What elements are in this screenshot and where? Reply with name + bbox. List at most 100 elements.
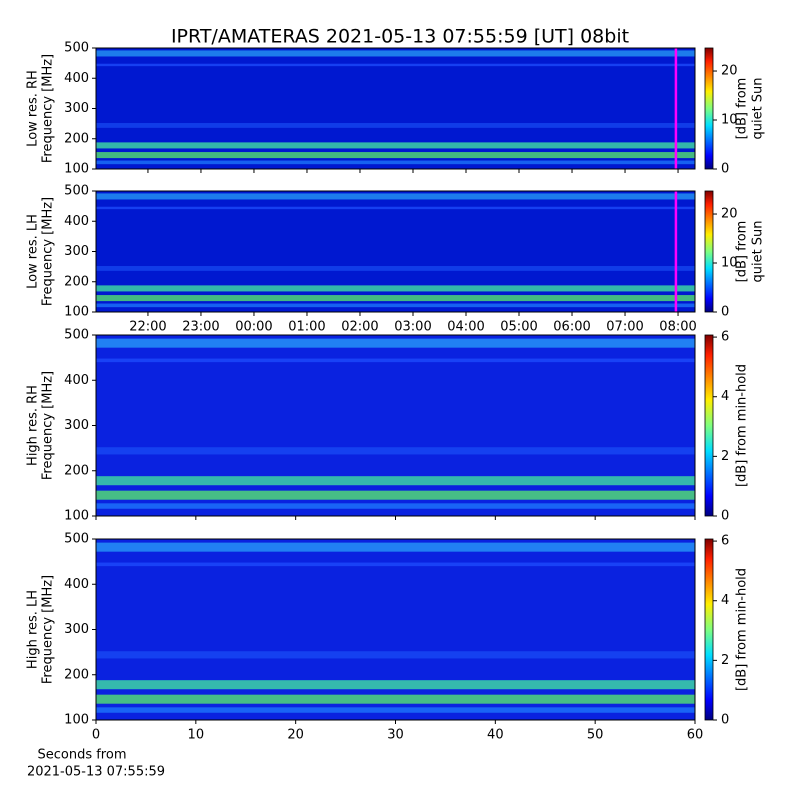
y-tick-label: 400 xyxy=(64,214,89,229)
y-tick-label: 100 xyxy=(64,162,89,177)
spectrogram-band xyxy=(96,142,695,149)
spectrogram-band xyxy=(96,295,695,302)
x-tick-label: 04:00 xyxy=(447,320,484,335)
y-tick-label: 300 xyxy=(64,101,89,116)
spectrogram-band xyxy=(96,123,695,128)
y-axis-label: Frequency [MHz] xyxy=(41,197,56,306)
colorbar-tick-label: 0 xyxy=(721,509,729,524)
spectrogram xyxy=(96,539,695,720)
colorbar-tick-label: 20 xyxy=(721,207,738,222)
spectrogram xyxy=(96,335,695,516)
spectrogram-band xyxy=(96,285,695,292)
colorbar-tick-label: 4 xyxy=(721,389,729,404)
spectrogram-band xyxy=(96,542,695,552)
spectrogram-band xyxy=(96,651,695,659)
colorbar-tick-label: 4 xyxy=(721,593,729,608)
colorbar xyxy=(704,334,714,517)
colorbar-label: [dB] from xyxy=(735,78,750,140)
y-tick-label: 400 xyxy=(64,373,89,388)
colorbar-tick-label: 10 xyxy=(721,113,738,128)
colorbar-tick-label: 10 xyxy=(721,256,738,271)
spectrogram-band xyxy=(96,50,695,57)
x-tick-label: 22:00 xyxy=(129,320,166,335)
y-tick-label: 100 xyxy=(64,509,89,524)
spectrogram-band xyxy=(96,476,695,486)
x-tick-label: 10 xyxy=(188,728,205,743)
y-tick-label: 300 xyxy=(64,244,89,259)
spectrogram-band xyxy=(96,152,695,159)
colorbar-tick-label: 0 xyxy=(721,162,729,177)
x-tick-label: 00:00 xyxy=(235,320,272,335)
colorbar-label: quiet Sun xyxy=(751,77,766,139)
spectrogram-band xyxy=(96,694,695,704)
colorbar-label: [dB] from min-hold xyxy=(735,568,750,691)
spectrogram xyxy=(96,48,695,169)
spectrogram-band xyxy=(96,680,695,690)
x-axis-label: 2021-05-13 07:55:59 xyxy=(27,765,165,780)
y-tick-label: 500 xyxy=(64,41,89,56)
colorbar-tick-label: 6 xyxy=(721,330,729,345)
x-tick-label: 06:00 xyxy=(553,320,590,335)
spectrogram-band xyxy=(96,503,695,509)
y-tick-label: 200 xyxy=(64,463,89,478)
x-tick-label: 03:00 xyxy=(394,320,431,335)
y-tick-label: 500 xyxy=(64,184,89,199)
spectrogram-band xyxy=(96,303,695,308)
y-tick-label: 400 xyxy=(64,577,89,592)
y-tick-label: 200 xyxy=(64,667,89,682)
x-tick-label: 08:00 xyxy=(659,320,696,335)
colorbar-tick-label: 0 xyxy=(721,305,729,320)
y-axis-label: Frequency [MHz] xyxy=(41,54,56,163)
colorbar xyxy=(704,47,714,170)
colorbar xyxy=(704,538,714,721)
colorbar-tick-label: 20 xyxy=(721,64,738,79)
spectrogram-band xyxy=(96,160,695,165)
spectrogram-band xyxy=(96,206,695,210)
y-axis-label: High res. LH xyxy=(26,590,41,669)
x-tick-label: 23:00 xyxy=(182,320,219,335)
x-tick-label: 50 xyxy=(587,728,604,743)
x-tick-label: 07:00 xyxy=(606,320,643,335)
x-tick-label: 01:00 xyxy=(288,320,325,335)
colorbar-label: [dB] from xyxy=(735,221,750,283)
spectrogram-band xyxy=(96,447,695,455)
colorbar-tick-label: 2 xyxy=(721,449,729,464)
y-tick-label: 200 xyxy=(64,274,89,289)
y-tick-label: 200 xyxy=(64,131,89,146)
x-tick-label: 0 xyxy=(92,728,100,743)
colorbar-tick-label: 2 xyxy=(721,653,729,668)
spectrogram xyxy=(96,191,695,312)
spectrogram-band xyxy=(96,358,695,363)
colorbar xyxy=(704,190,714,313)
y-axis-label: Low res. LH xyxy=(26,214,41,289)
y-tick-label: 300 xyxy=(64,418,89,433)
colorbar-tick-label: 0 xyxy=(721,713,729,728)
spectrogram-band xyxy=(96,193,695,200)
y-tick-label: 400 xyxy=(64,71,89,86)
x-tick-label: 20 xyxy=(287,728,304,743)
x-tick-label: 05:00 xyxy=(500,320,537,335)
colorbar-label: [dB] from min-hold xyxy=(735,364,750,487)
x-tick-label: 40 xyxy=(487,728,504,743)
figure-title: IPRT/AMATERAS 2021-05-13 07:55:59 [UT] 0… xyxy=(171,26,629,48)
y-tick-label: 500 xyxy=(64,532,89,547)
spectrogram-band xyxy=(96,490,695,500)
x-tick-label: 02:00 xyxy=(341,320,378,335)
y-axis-label: Frequency [MHz] xyxy=(41,371,56,480)
x-tick-label: 30 xyxy=(387,728,404,743)
colorbar-tick-label: 6 xyxy=(721,534,729,549)
y-tick-label: 100 xyxy=(64,713,89,728)
spectrogram-band xyxy=(96,338,695,348)
spectrogram-band xyxy=(96,266,695,271)
y-tick-label: 500 xyxy=(64,328,89,343)
colorbar-label: quiet Sun xyxy=(751,220,766,282)
y-axis-label: Frequency [MHz] xyxy=(41,575,56,684)
x-tick-label: 60 xyxy=(687,728,704,743)
x-axis-label: Seconds from xyxy=(37,748,126,763)
y-axis-label: High res. RH xyxy=(26,385,41,466)
spectrogram-band xyxy=(96,562,695,567)
y-tick-label: 100 xyxy=(64,305,89,320)
y-axis-label: Low res. RH xyxy=(26,70,41,147)
y-tick-label: 300 xyxy=(64,622,89,637)
